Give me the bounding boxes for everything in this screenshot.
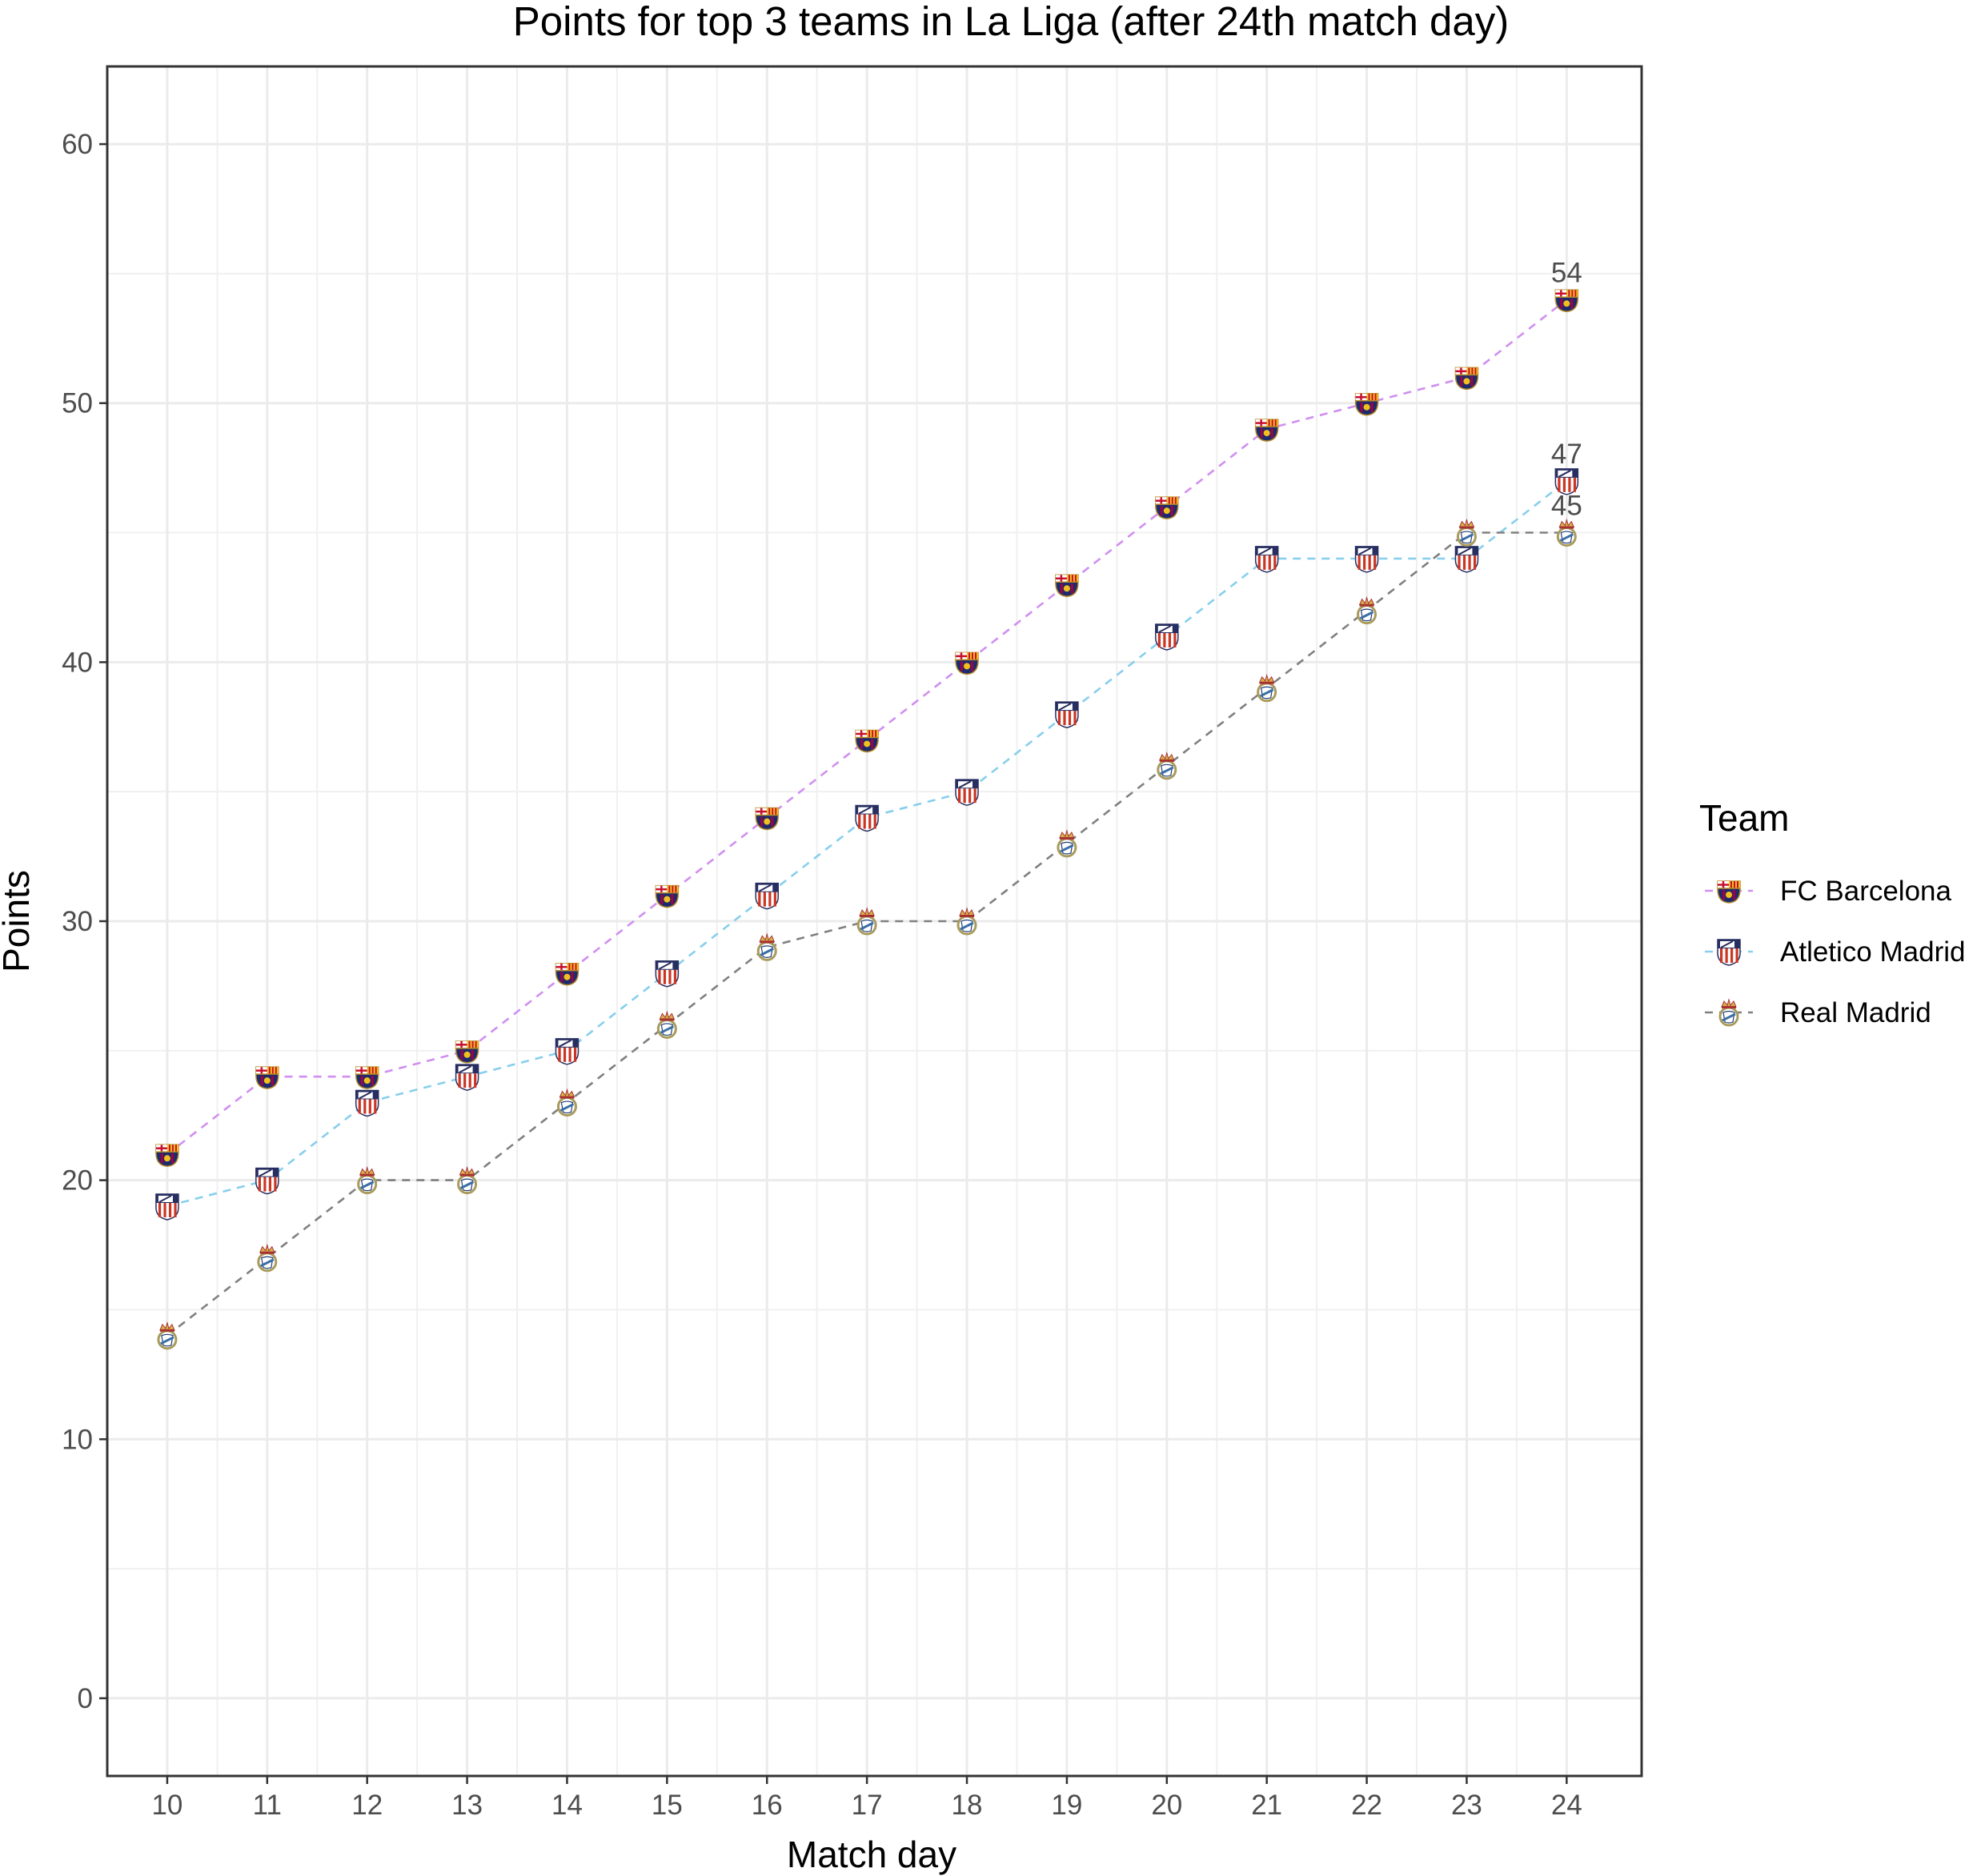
atletico-madrid-crest-icon [355,1089,379,1117]
fc-barcelona-crest-icon [155,1144,179,1168]
end-value-label: 47 [1551,439,1582,470]
real-madrid-crest-icon [956,907,977,936]
atletico-madrid-crest-icon [155,1193,179,1221]
fc-barcelona-crest-icon [1554,289,1579,313]
atletico-madrid-crest-icon [555,1038,579,1065]
fc-barcelona-crest-icon [955,651,979,675]
end-value-label: 45 [1551,491,1582,522]
fc-barcelona-crest-icon [1717,880,1741,904]
y-tick-label: 40 [62,647,93,678]
y-tick-label: 0 [78,1683,93,1714]
y-axis-ticks: 0 10 20 30 40 50 60 [62,129,107,1714]
atletico-madrid-crest-icon [1554,468,1579,495]
fc-barcelona-crest-icon [1454,367,1479,391]
real-madrid-crest-icon [257,1243,278,1273]
x-tick-label: 16 [752,1790,783,1821]
atletico-madrid-crest-icon [855,804,879,832]
x-tick-label: 24 [1551,1790,1582,1821]
fc-barcelona-crest-icon [455,1040,479,1064]
atletico-madrid-crest-icon [955,779,979,806]
fc-barcelona-crest-icon [655,884,680,908]
real-madrid-crest-icon [756,932,777,961]
legend-label: FC Barcelona [1780,876,1952,907]
atletico-madrid-crest-icon [1354,546,1379,573]
fc-barcelona-crest-icon [555,962,579,986]
end-labels: 54 47 45 [1551,257,1582,521]
real-madrid-crest-icon [1257,673,1277,703]
atletico-madrid-crest-icon [255,1167,279,1195]
real-madrid-crest-icon [1718,998,1739,1027]
x-tick-label: 12 [351,1790,383,1821]
atletico-madrid-crest-icon [1717,939,1741,966]
x-tick-label: 10 [151,1790,182,1821]
real-madrid-crest-icon [1357,595,1377,625]
fc-barcelona-crest-icon [1155,496,1179,519]
x-axis-ticks: 10 11 12 13 14 15 16 17 18 19 20 21 22 23 24 [151,1776,1582,1821]
atletico-madrid-crest-icon [755,882,779,910]
real-madrid-crest-icon [1057,829,1077,858]
real-madrid-crest-icon [556,1088,577,1117]
real-madrid-crest-icon [1456,518,1477,547]
real-madrid-crest-icon [1157,751,1177,780]
real-madrid-crest-icon [357,1165,378,1195]
real-madrid-crest-icon [656,1010,677,1039]
legend: Team FC Barcelona Atletico Madrid Real Mad… [1699,797,1965,1028]
major-gridlines [107,66,1642,1776]
legend-label: Real Madrid [1780,997,1931,1028]
y-tick-label: 10 [62,1424,93,1455]
x-tick-label: 15 [652,1790,683,1821]
x-tick-label: 13 [451,1790,483,1821]
end-value-label: 54 [1551,257,1582,288]
fc-barcelona-crest-icon [1254,419,1279,442]
real-madrid-crest-icon [856,907,877,936]
x-tick-label: 20 [1151,1790,1182,1821]
series-points [155,289,1579,1350]
atletico-madrid-crest-icon [655,960,680,988]
chart-title: Points for top 3 teams in La Liga (after… [513,0,1510,44]
y-tick-label: 60 [62,129,93,160]
fc-barcelona-crest-icon [255,1066,279,1089]
x-tick-label: 23 [1451,1790,1482,1821]
legend-label: Atletico Madrid [1780,936,1965,968]
series-line [166,479,1568,1208]
atletico-madrid-crest-icon [1155,623,1179,651]
y-tick-label: 50 [62,388,93,419]
legend-title: Team [1699,797,1789,839]
x-tick-label: 22 [1351,1790,1382,1821]
y-tick-label: 30 [62,906,93,937]
fc-barcelona-crest-icon [1055,574,1079,598]
atletico-madrid-crest-icon [1454,546,1479,573]
real-madrid-crest-icon [457,1165,478,1195]
x-tick-label: 11 [253,1790,282,1821]
x-axis-title: Match day [787,1834,956,1875]
atletico-madrid-crest-icon [1055,701,1079,728]
atletico-madrid-crest-icon [455,1064,479,1091]
x-tick-label: 18 [952,1790,983,1821]
x-tick-label: 14 [551,1790,583,1821]
real-madrid-crest-icon [1556,518,1577,547]
real-madrid-crest-icon [157,1321,178,1350]
y-axis-title: Points [0,870,37,972]
x-tick-label: 19 [1051,1790,1082,1821]
fc-barcelona-crest-icon [755,807,779,831]
x-tick-label: 21 [1251,1790,1282,1821]
fc-barcelona-crest-icon [1354,392,1379,416]
fc-barcelona-crest-icon [855,729,879,753]
x-tick-label: 17 [852,1790,883,1821]
atletico-madrid-crest-icon [1254,546,1279,573]
y-tick-label: 20 [62,1165,93,1197]
fc-barcelona-crest-icon [355,1066,379,1089]
